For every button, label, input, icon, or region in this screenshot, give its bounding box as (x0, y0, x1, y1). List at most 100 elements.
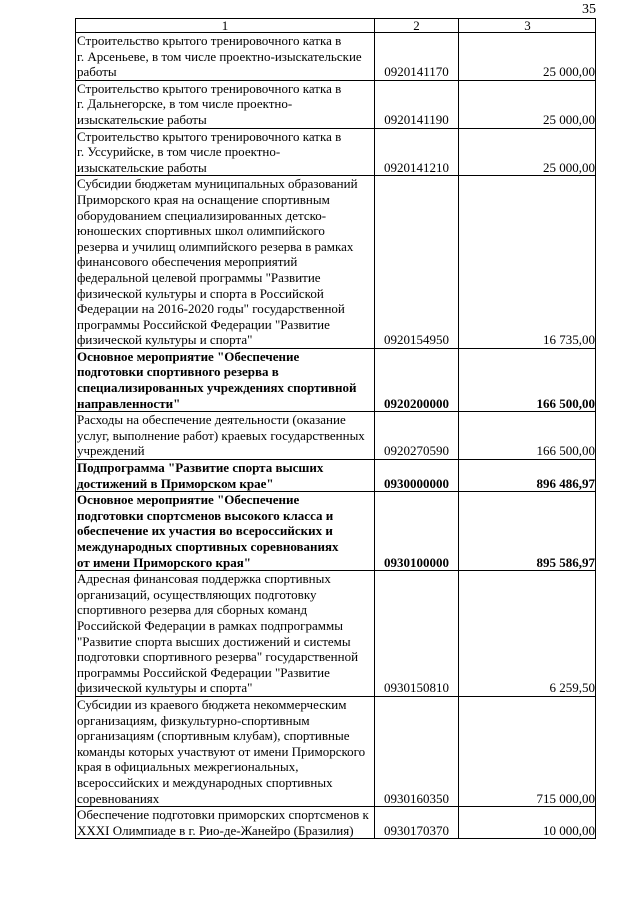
description-line: г. Арсеньеве, в том числе проектно-изыск… (77, 48, 362, 64)
description-line: специализированных учреждениях спортивно… (77, 380, 357, 396)
row-code: 0930150810 (374, 570, 459, 697)
description-line: федеральной целевой программы "Развитие (77, 269, 321, 285)
row-amount: 166 500,00 (458, 411, 596, 461)
description-line: Основное мероприятие "Обеспечение (77, 492, 300, 508)
table-row: Строительство крытого тренировочного кат… (75, 127, 596, 177)
description-line: XXXI Олимпиаде в г. Рио-де-Жанейро (Браз… (77, 822, 354, 838)
header-col-3: 3 (458, 18, 596, 33)
description-line: г. Дальнегорске, в том числе проектно- (77, 96, 293, 112)
table-row: Строительство крытого тренировочного кат… (75, 79, 596, 129)
description-line: Адресная финансовая поддержка спортивных (77, 571, 331, 587)
description-line: Расходы на обеспечение деятельности (ока… (77, 412, 346, 428)
row-amount: 25 000,00 (458, 127, 596, 177)
row-description: Подпрограмма "Развитие спорта высших дост… (75, 459, 375, 493)
row-code: 0920200000 (374, 347, 459, 413)
description-line: обеспечение их участия во всероссийских … (77, 523, 333, 539)
row-amount: 895 586,97 (458, 491, 596, 572)
row-description: Субсидии бюджетам муниципальных образова… (75, 175, 375, 349)
row-amount: 16 735,00 (458, 175, 596, 349)
row-code: 0920141190 (374, 79, 459, 129)
row-code: 0920154950 (374, 175, 459, 349)
description-line: организаций, осуществляющих подготовку (77, 586, 317, 602)
description-line: оборудованием специализированных детско- (77, 207, 327, 223)
description-line: от имени Приморского края" (77, 554, 251, 570)
description-line: направленности" (77, 395, 181, 411)
description-line: организациям (спортивным клубам), спорти… (77, 728, 350, 744)
row-description: Строительство крытого тренировочного кат… (75, 127, 375, 177)
description-line: Строительство крытого тренировочного кат… (77, 33, 342, 48)
description-line: резерва и училищ олимпийского резерва в … (77, 238, 354, 254)
header-col-1: 1 (75, 18, 375, 33)
row-code: 0930100000 (374, 491, 459, 572)
row-code: 0930170370 (374, 806, 459, 840)
row-description: Расходы на обеспечение деятельности (ока… (75, 411, 375, 461)
description-line: изыскательские работы (77, 159, 207, 175)
row-amount: 896 486,97 (458, 459, 596, 493)
table-row: Обеспечение подготовки приморских спортс… (75, 806, 596, 840)
description-line: подготовки спортсменов высокого класса и (77, 507, 334, 523)
budget-table: 1 2 3 Строительство крытого тренировочно… (75, 18, 596, 840)
description-line: г. Уссурийске, в том числе проектно- (77, 144, 281, 160)
table-row: Расходы на обеспечение деятельности (ока… (75, 411, 596, 461)
page-number: 35 (582, 2, 596, 17)
row-description: Основное мероприятие "Обеспечение подгото… (75, 347, 375, 413)
table-header-row: 1 2 3 (75, 18, 596, 33)
description-line: всероссийских и международных спортивных (77, 774, 333, 790)
table-row: Субсидии из краевого бюджета некоммерчес… (75, 695, 596, 808)
row-amount: 25 000,00 (458, 32, 596, 81)
table-row: Основное мероприятие "Обеспечение подгото… (75, 347, 596, 413)
description-line: подготовки спортивного резерва в (77, 364, 279, 380)
table-row: Основное мероприятие "Обеспечение подгото… (75, 491, 596, 572)
description-line: "Развитие спорта высших достижений и сис… (77, 633, 351, 649)
description-line: работы (77, 64, 117, 80)
row-amount: 10 000,00 (458, 806, 596, 840)
description-line: изыскательские работы (77, 111, 207, 127)
description-line: Строительство крытого тренировочного кат… (77, 128, 342, 144)
row-code: 0920270590 (374, 411, 459, 461)
table-row: Адресная финансовая поддержка спортивных… (75, 570, 596, 697)
description-line: достижений в Приморском крае" (77, 475, 274, 491)
description-line: программы Российской Федерации "Развитие (77, 664, 330, 680)
description-line: подготовки спортивного резерва" государс… (77, 649, 359, 665)
header-col-2: 2 (374, 18, 459, 33)
table-row: Подпрограмма "Развитие спорта высших дост… (75, 459, 596, 493)
description-line: соревнованиях (77, 790, 160, 806)
description-line: Приморского края на оснащение спортивным (77, 191, 330, 207)
row-amount: 25 000,00 (458, 79, 596, 129)
description-line: Федерации на 2016-2020 годы" государстве… (77, 301, 345, 317)
description-line: услуг, выполнение работ) краевых государ… (77, 427, 365, 443)
description-line: Строительство крытого тренировочного кат… (77, 80, 342, 96)
description-line: Российской Федерации в рамках подпрограм… (77, 617, 343, 633)
description-line: Субсидии из краевого бюджета некоммерчес… (77, 696, 347, 712)
description-line: Обеспечение подготовки приморских спортс… (77, 807, 369, 823)
description-line: учреждений (77, 443, 145, 459)
description-line: спортивного резерва для сборных команд (77, 602, 308, 618)
description-line: юношеских спортивных школ олимпийского (77, 223, 325, 239)
row-amount: 6 259,50 (458, 570, 596, 697)
description-line: команды которых участвуют от имени Примо… (77, 743, 366, 759)
description-line: организациям, физкультурно-спортивным (77, 712, 310, 728)
description-line: финансового обеспечения мероприятий (77, 254, 298, 270)
row-description: Субсидии из краевого бюджета некоммерчес… (75, 695, 375, 808)
row-code: 0930160350 (374, 695, 459, 808)
row-description: Основное мероприятие "Обеспечение подгото… (75, 491, 375, 572)
description-line: международных спортивных соревнованиях (77, 539, 339, 554)
description-line: физической культуры и спорта в Российско… (77, 285, 324, 301)
description-line: физической культуры и спорта" (77, 332, 253, 348)
row-amount: 166 500,00 (458, 347, 596, 413)
description-line: края в официальных межрегиональных, (77, 759, 299, 775)
table-row: Строительство крытого тренировочного кат… (75, 32, 596, 81)
row-code: 0920141210 (374, 127, 459, 177)
table-row: Субсидии бюджетам муниципальных образова… (75, 175, 596, 349)
description-line: Основное мероприятие "Обеспечение (77, 348, 300, 364)
description-line: Субсидии бюджетам муниципальных образова… (77, 176, 358, 192)
description-line: Подпрограмма "Развитие спорта высших (77, 460, 324, 476)
row-description: Строительство крытого тренировочного кат… (75, 32, 375, 81)
row-description: Строительство крытого тренировочного кат… (75, 79, 375, 129)
description-line: программы Российской Федерации "Развитие (77, 316, 330, 332)
description-line: физической культуры и спорта" (77, 680, 253, 696)
row-description: Обеспечение подготовки приморских спортс… (75, 806, 375, 840)
row-amount: 715 000,00 (458, 695, 596, 808)
row-description: Адресная финансовая поддержка спортивных… (75, 570, 375, 697)
row-code: 0920141170 (374, 32, 459, 81)
